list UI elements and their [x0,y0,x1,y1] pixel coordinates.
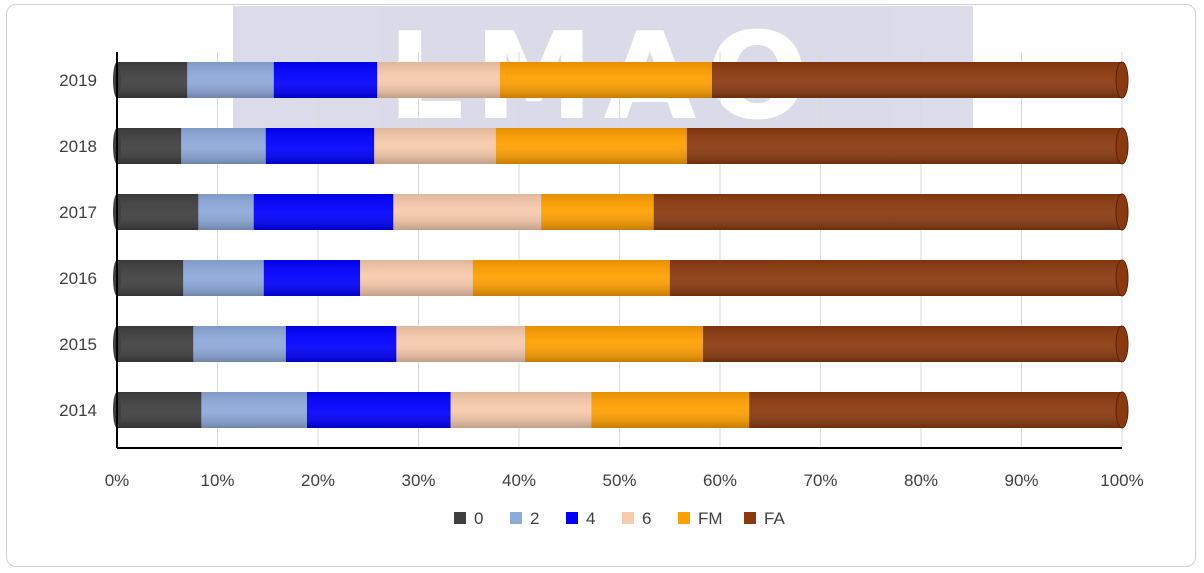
bar-shade [117,260,1122,296]
grid-lines [217,52,1123,448]
bar-shade [117,326,1122,362]
x-tick-labels: 0% 10% 20% 30% 40% 50% 60% 70% 80% 90% 100% [105,471,1144,490]
x-tick-label: 70% [803,471,837,490]
y-tick-label: 2016 [59,269,97,288]
bar-row [113,127,1129,165]
y-tick-label: 2015 [59,335,97,354]
legend-item: FA [744,509,785,528]
y-tick-label: 2019 [59,71,97,90]
legend-label: FA [764,509,785,528]
bar-shade [117,392,1122,428]
legend-item: FM [678,509,723,528]
legend-item: 4 [566,509,595,528]
bar-end-cap [1115,127,1129,165]
axes-layer [116,52,1122,449]
x-tick-label: 60% [703,471,737,490]
bar-row [113,259,1129,297]
y-tick-labels: 2014 2015 2016 2017 2018 2019 [59,71,97,420]
x-tick-label: 90% [1004,471,1038,490]
x-tick-label: 50% [602,471,636,490]
bar-end-cap [1115,325,1129,363]
bar-shade [117,194,1122,230]
x-tick-label: 80% [904,471,938,490]
y-tick-label: 2017 [59,203,97,222]
bar-row [113,391,1129,429]
legend-swatch [622,512,634,524]
legend-label: 0 [474,509,483,528]
bar-end-cap [1115,61,1129,99]
legend-item: 0 [454,509,483,528]
bar-shade [117,62,1122,98]
legend-swatch [744,512,756,524]
bars-layer [113,61,1129,429]
legend-swatch [678,512,690,524]
legend-label: 6 [642,509,651,528]
x-tick-label: 100% [1100,471,1143,490]
x-tick-label: 20% [301,471,335,490]
legend-swatch [566,512,578,524]
y-tick-label: 2018 [59,137,97,156]
bar-row [113,61,1129,99]
x-tick-label: 40% [502,471,536,490]
legend-label: 4 [586,509,595,528]
legend-swatch [454,512,466,524]
bar-shade [117,128,1122,164]
y-tick-label: 2014 [59,401,97,420]
x-tick-label: 0% [105,471,130,490]
bar-end-cap [1115,193,1129,231]
bar-row [113,193,1129,231]
x-tick-label: 30% [401,471,435,490]
legend: 0 2 4 6 FM FA [454,509,785,528]
bar-end-cap [1115,259,1129,297]
bar-end-cap [1115,391,1129,429]
x-tick-label: 10% [200,471,234,490]
legend-swatch [510,512,522,524]
legend-item: 6 [622,509,651,528]
legend-label: FM [698,509,723,528]
legend-item: 2 [510,509,539,528]
legend-label: 2 [530,509,539,528]
bar-row [113,325,1129,363]
